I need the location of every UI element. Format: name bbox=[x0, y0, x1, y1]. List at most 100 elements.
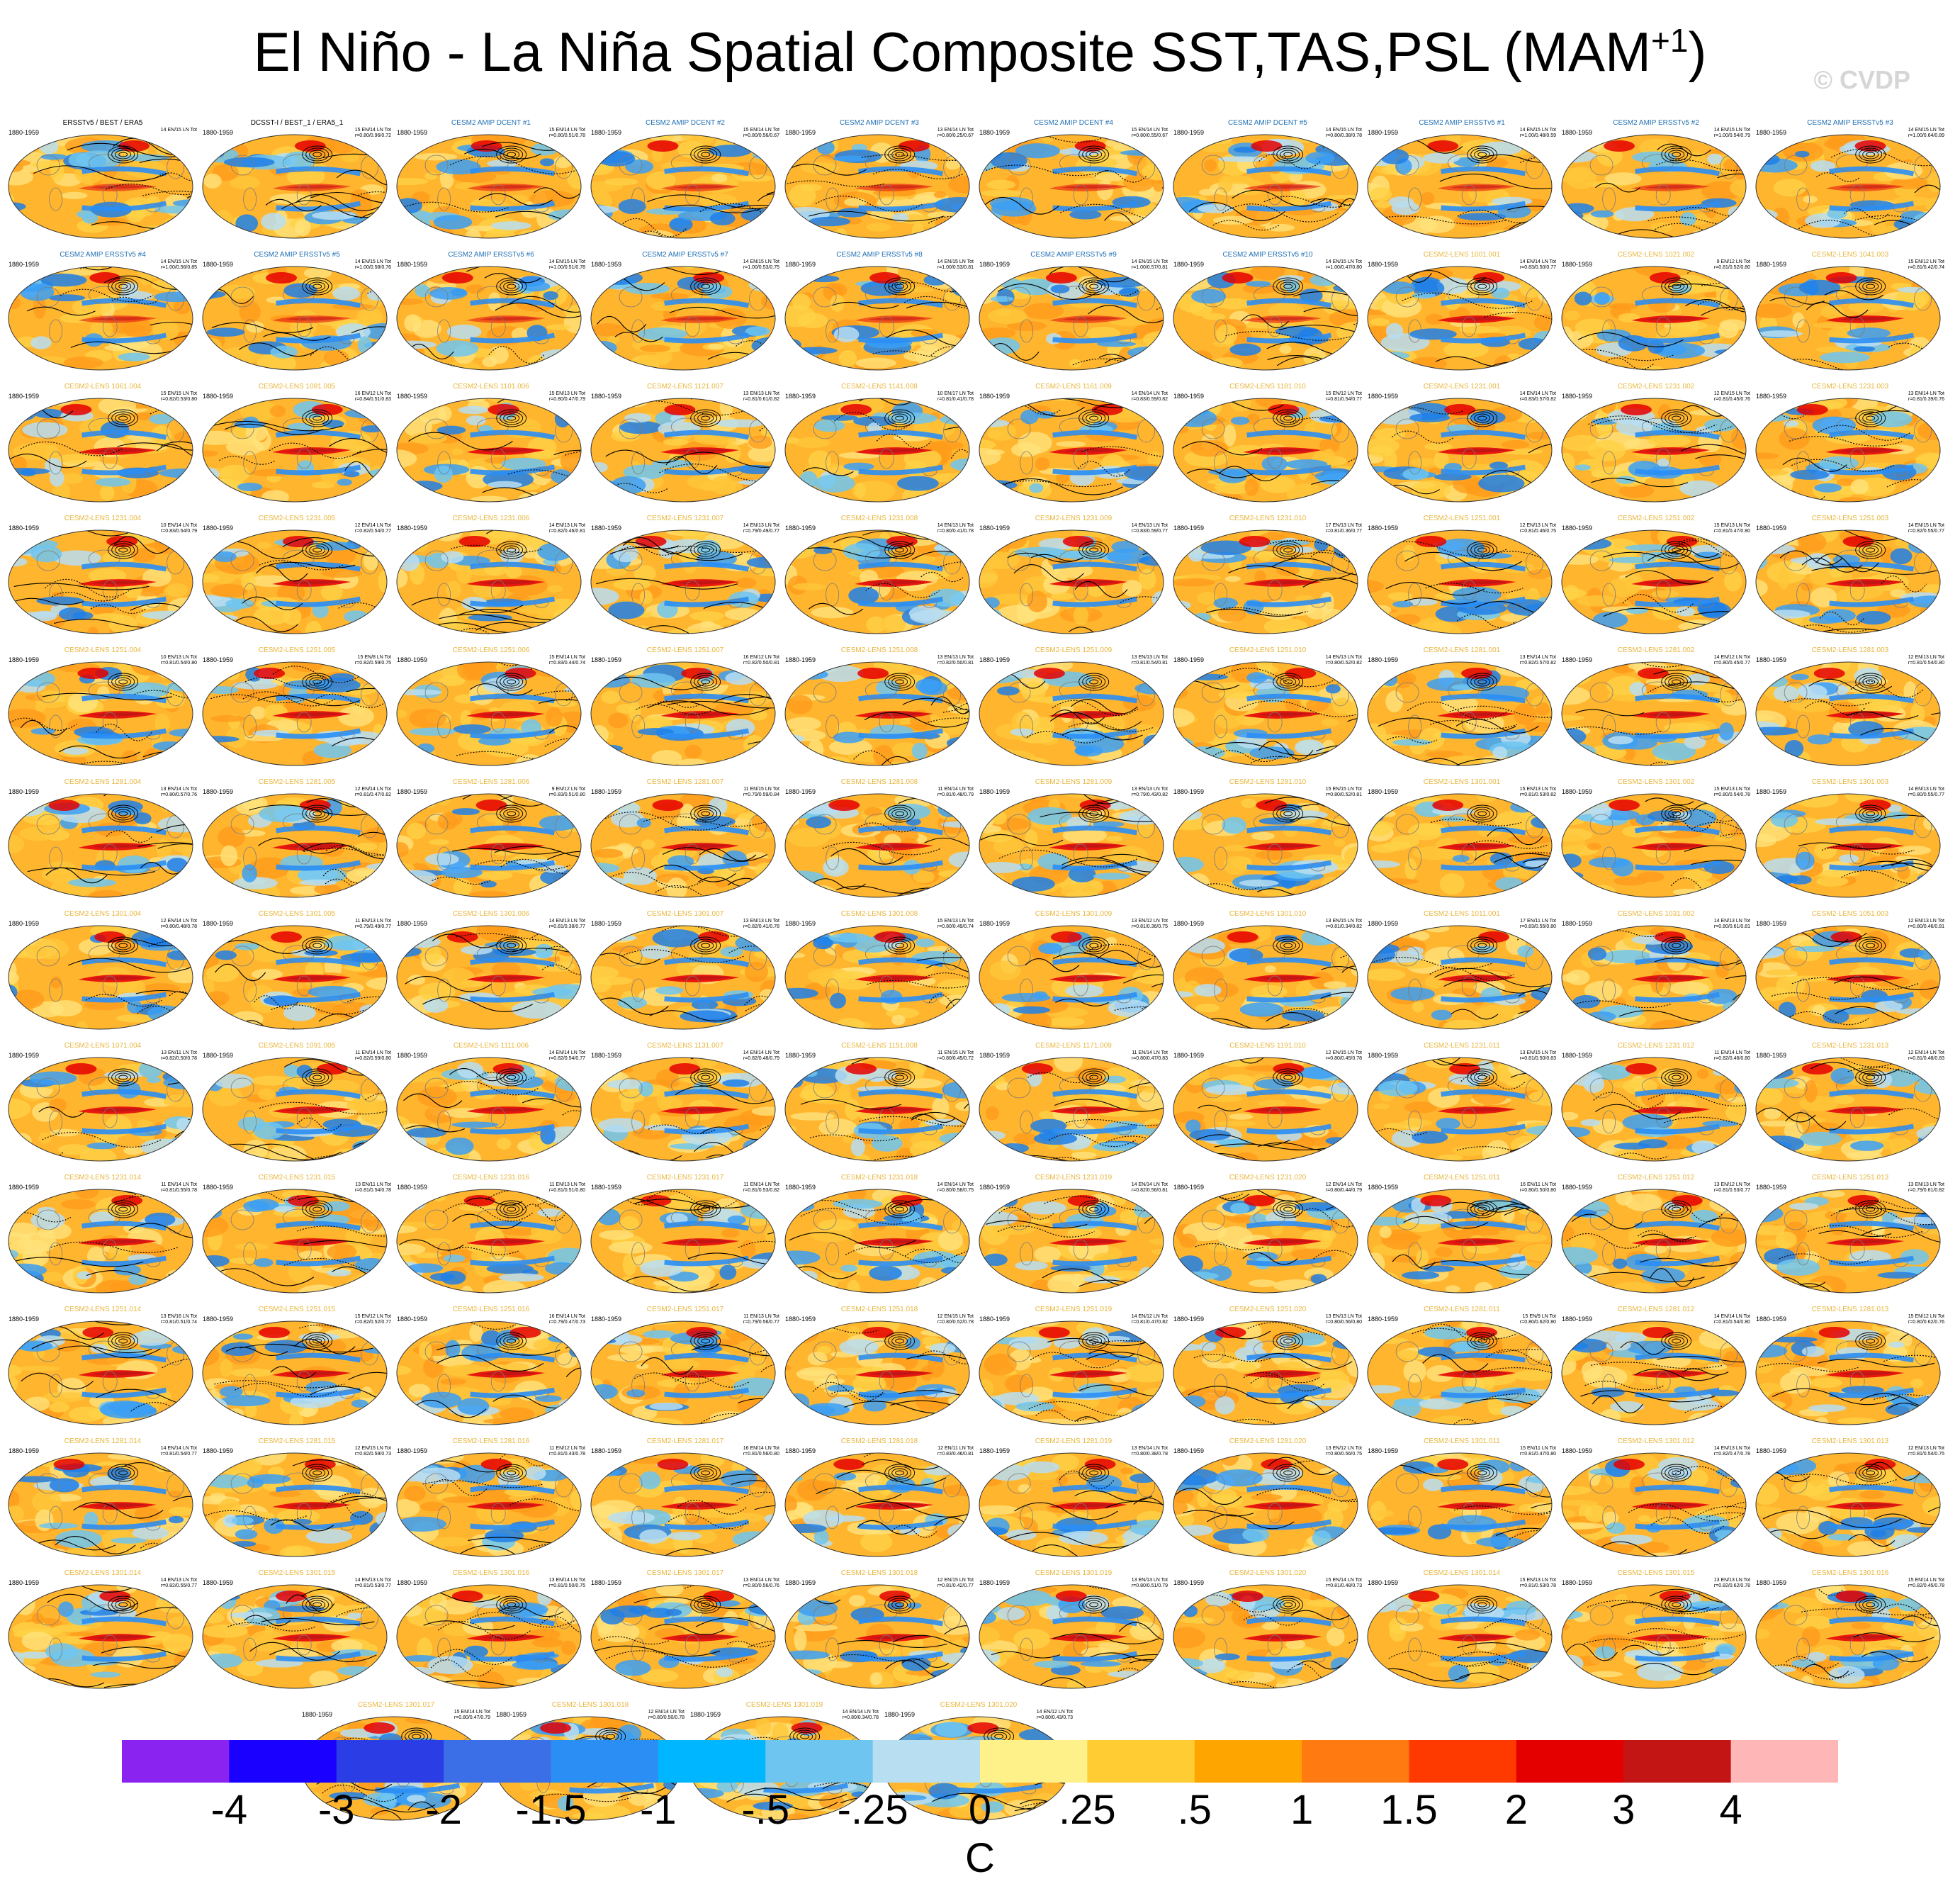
map-panel: CESM2 AMIP ERSSTv5 #2 1880-1959 14 EN/15 L… bbox=[1560, 119, 1752, 243]
map-robinson-plot bbox=[1173, 925, 1358, 1030]
panel-stats: 13 EN/13 LN Tot r=0.81/0.54/0.81 bbox=[1131, 655, 1168, 666]
panel-years: 1880-1959 bbox=[1562, 1052, 1593, 1059]
panel-stats: 11 EN/15 LN Tot r=0.80/0.45/0.72 bbox=[937, 1050, 974, 1061]
map-panel: CESM2-LENS 1251.005 1880-1959 15 EN/8 LN T… bbox=[201, 646, 393, 770]
panel-stats: 14 EN/15 LN Tot r=1.00/0.47/0.80 bbox=[1325, 259, 1362, 270]
colorbar-segment bbox=[122, 1740, 230, 1783]
colorbar-tick-label: -1 bbox=[640, 1787, 677, 1833]
panel-title: CESM2-LENS 1231.014 bbox=[64, 1174, 142, 1182]
panel-years: 1880-1959 bbox=[979, 525, 1010, 532]
panel-stats: 14 EN/15 LN Tot r=0.80/0.38/0.78 bbox=[1325, 128, 1362, 138]
colorbar-tick-label: .25 bbox=[1059, 1787, 1116, 1833]
map-robinson-plot bbox=[590, 1320, 776, 1425]
map-robinson-plot bbox=[1367, 398, 1553, 503]
map-panel: CESM2-LENS 1281.019 1880-1959 13 EN/14 LN … bbox=[978, 1437, 1169, 1561]
map-panel: CESM2-LENS 1001.001 1880-1959 14 EN/14 LN … bbox=[1366, 251, 1558, 375]
panel-title: CESM2-LENS 1301.013 bbox=[1811, 1437, 1889, 1445]
map-robinson-plot bbox=[1561, 1584, 1747, 1689]
colorbar-tick-label: 1 bbox=[1290, 1787, 1314, 1833]
panel-years: 1880-1959 bbox=[1756, 656, 1787, 663]
map-robinson-plot bbox=[1367, 266, 1553, 371]
map-robinson-plot bbox=[979, 1452, 1164, 1557]
map-robinson-plot bbox=[590, 925, 776, 1030]
panel-stats: 15 EN/13 LN Tot r=0.81/0.47/0.80 bbox=[1713, 523, 1750, 534]
panel-title: CESM2-LENS 1281.004 bbox=[64, 778, 142, 786]
panel-title: CESM2-LENS 1251.014 bbox=[64, 1306, 142, 1313]
map-robinson-plot bbox=[1561, 1452, 1747, 1557]
panel-title: CESM2 AMIP ERSSTv5 #3 bbox=[1807, 119, 1893, 127]
map-panel: CESM2-LENS 1251.007 1880-1959 16 EN/12 LN … bbox=[590, 646, 781, 770]
map-robinson-plot bbox=[1173, 529, 1358, 634]
panel-title: CESM2-LENS 1301.008 bbox=[840, 910, 918, 918]
map-robinson-plot bbox=[1755, 661, 1941, 766]
panel-stats: 12 EN/13 LN Tot r=0.81/0.46/0.75 bbox=[1519, 523, 1556, 534]
panel-title: CESM2-LENS 1001.001 bbox=[1423, 251, 1501, 259]
map-robinson-plot bbox=[979, 661, 1164, 766]
map-panel: CESM2-LENS 1061.004 1880-1959 15 EN/15 LN … bbox=[7, 383, 198, 507]
colorbar-tick-label: 3 bbox=[1612, 1787, 1635, 1833]
panel-title: CESM2-LENS 1301.019 bbox=[745, 1701, 823, 1709]
panel-years: 1880-1959 bbox=[397, 1316, 428, 1323]
panel-years: 1880-1959 bbox=[979, 1052, 1010, 1059]
map-panel: CESM2-LENS 1231.010 1880-1959 17 EN/13 LN … bbox=[1172, 515, 1363, 639]
panel-years: 1880-1959 bbox=[591, 920, 622, 927]
panel-stats: 13 EN/13 LN Tot r=0.79/0.43/0.82 bbox=[1131, 787, 1168, 797]
colorbar-segment bbox=[1409, 1740, 1517, 1783]
colorbar-segment bbox=[1302, 1740, 1409, 1783]
panel-years: 1880-1959 bbox=[1562, 788, 1593, 795]
panel-stats: 14 EN/14 LN Tot r=0.80/0.34/0.78 bbox=[842, 1710, 879, 1720]
map-panel: CESM2-LENS 1181.010 1880-1959 15 EN/12 LN … bbox=[1172, 383, 1363, 507]
panel-years: 1880-1959 bbox=[397, 788, 428, 795]
map-robinson-plot bbox=[590, 529, 776, 634]
map-panel: CESM2-LENS 1281.012 1880-1959 14 EN/14 LN … bbox=[1560, 1306, 1752, 1430]
map-robinson-plot bbox=[202, 793, 388, 898]
panel-title: CESM2 AMIP DCENT #4 bbox=[1034, 119, 1113, 127]
map-robinson-plot bbox=[202, 1057, 388, 1162]
map-panel: CESM2-LENS 1301.002 1880-1959 15 EN/13 LN … bbox=[1560, 778, 1752, 902]
panel-years: 1880-1959 bbox=[690, 1711, 721, 1718]
panel-years: 1880-1959 bbox=[1756, 1052, 1787, 1059]
panel-stats: 13 EN/13 LN Tot r=0.81/0.61/0.82 bbox=[743, 391, 779, 402]
panel-title: CESM2-LENS 1151.008 bbox=[841, 1042, 918, 1050]
panel-title: CESM2-LENS 1251.013 bbox=[1811, 1174, 1889, 1182]
map-panel: CESM2-LENS 1161.009 1880-1959 14 EN/14 LN … bbox=[978, 383, 1169, 507]
map-robinson-plot bbox=[1561, 925, 1747, 1030]
panel-years: 1880-1959 bbox=[785, 129, 816, 136]
panel-stats: 15 EN/14 LN Tot r=0.80/0.47/0.79 bbox=[454, 1710, 490, 1720]
map-robinson-plot bbox=[8, 398, 193, 503]
panel-years: 1880-1959 bbox=[496, 1711, 527, 1718]
panel-stats: 13 EN/15 LN Tot r=0.81/0.34/0.82 bbox=[1325, 919, 1362, 929]
panel-years: 1880-1959 bbox=[397, 1579, 428, 1586]
map-panel: CESM2-LENS 1281.009 1880-1959 13 EN/13 LN … bbox=[978, 778, 1169, 902]
panel-title: CESM2-LENS 1231.020 bbox=[1229, 1174, 1307, 1182]
colorbar-tick-label: 0 bbox=[968, 1787, 992, 1833]
panel-title: CESM2-LENS 1231.005 bbox=[258, 515, 336, 522]
map-robinson-plot bbox=[1755, 1189, 1941, 1294]
panel-stats: 10 EN/14 LN Tot r=0.83/0.54/0.79 bbox=[160, 523, 197, 534]
panel-title: CESM2-LENS 1301.017 bbox=[646, 1569, 724, 1577]
map-panel: CESM2-LENS 1301.010 1880-1959 13 EN/15 LN … bbox=[1172, 910, 1363, 1034]
panel-stats: 12 EN/11 LN Tot r=0.83/0.46/0.81 bbox=[937, 1446, 974, 1457]
map-robinson-plot bbox=[784, 793, 970, 898]
panel-years: 1880-1959 bbox=[1173, 129, 1205, 136]
map-robinson-plot bbox=[396, 1189, 582, 1294]
map-panel: CESM2-LENS 1281.004 1880-1959 13 EN/14 LN … bbox=[7, 778, 198, 902]
panel-stats: 14 EN/15 LN Tot r=1.00/0.64/0.89 bbox=[1908, 128, 1944, 138]
map-robinson-plot bbox=[1367, 661, 1553, 766]
map-panel: CESM2-LENS 1281.007 1880-1959 11 EN/15 LN … bbox=[590, 778, 781, 902]
map-panel: CESM2-LENS 1251.011 1880-1959 16 EN/11 LN … bbox=[1366, 1174, 1558, 1298]
panel-stats: 13 EN/14 LN Tot r=0.82/0.57/0.82 bbox=[1519, 655, 1556, 666]
panel-stats: 11 EN/14 LN Tot r=0.81/0.48/0.79 bbox=[937, 787, 974, 797]
panel-title: CESM2-LENS 1301.016 bbox=[452, 1569, 530, 1577]
colorbar-tick-label: -2 bbox=[425, 1787, 462, 1833]
panel-stats: 9 EN/12 LN Tot r=0.83/0.51/0.80 bbox=[548, 787, 585, 797]
map-panel: CESM2 AMIP ERSSTv5 #7 1880-1959 14 EN/15 L… bbox=[590, 251, 781, 375]
map-panel: CESM2-LENS 1251.004 1880-1959 10 EN/13 LN … bbox=[7, 646, 198, 770]
panel-years: 1880-1959 bbox=[1562, 393, 1593, 400]
panel-title: CESM2-LENS 1281.018 bbox=[840, 1437, 918, 1445]
panel-years: 1880-1959 bbox=[9, 525, 40, 532]
panel-years: 1880-1959 bbox=[1173, 525, 1205, 532]
panel-years: 1880-1959 bbox=[1368, 1052, 1399, 1059]
panel-years: 1880-1959 bbox=[397, 1052, 428, 1059]
map-panel: CESM2-LENS 1251.002 1880-1959 15 EN/13 LN … bbox=[1560, 515, 1752, 639]
